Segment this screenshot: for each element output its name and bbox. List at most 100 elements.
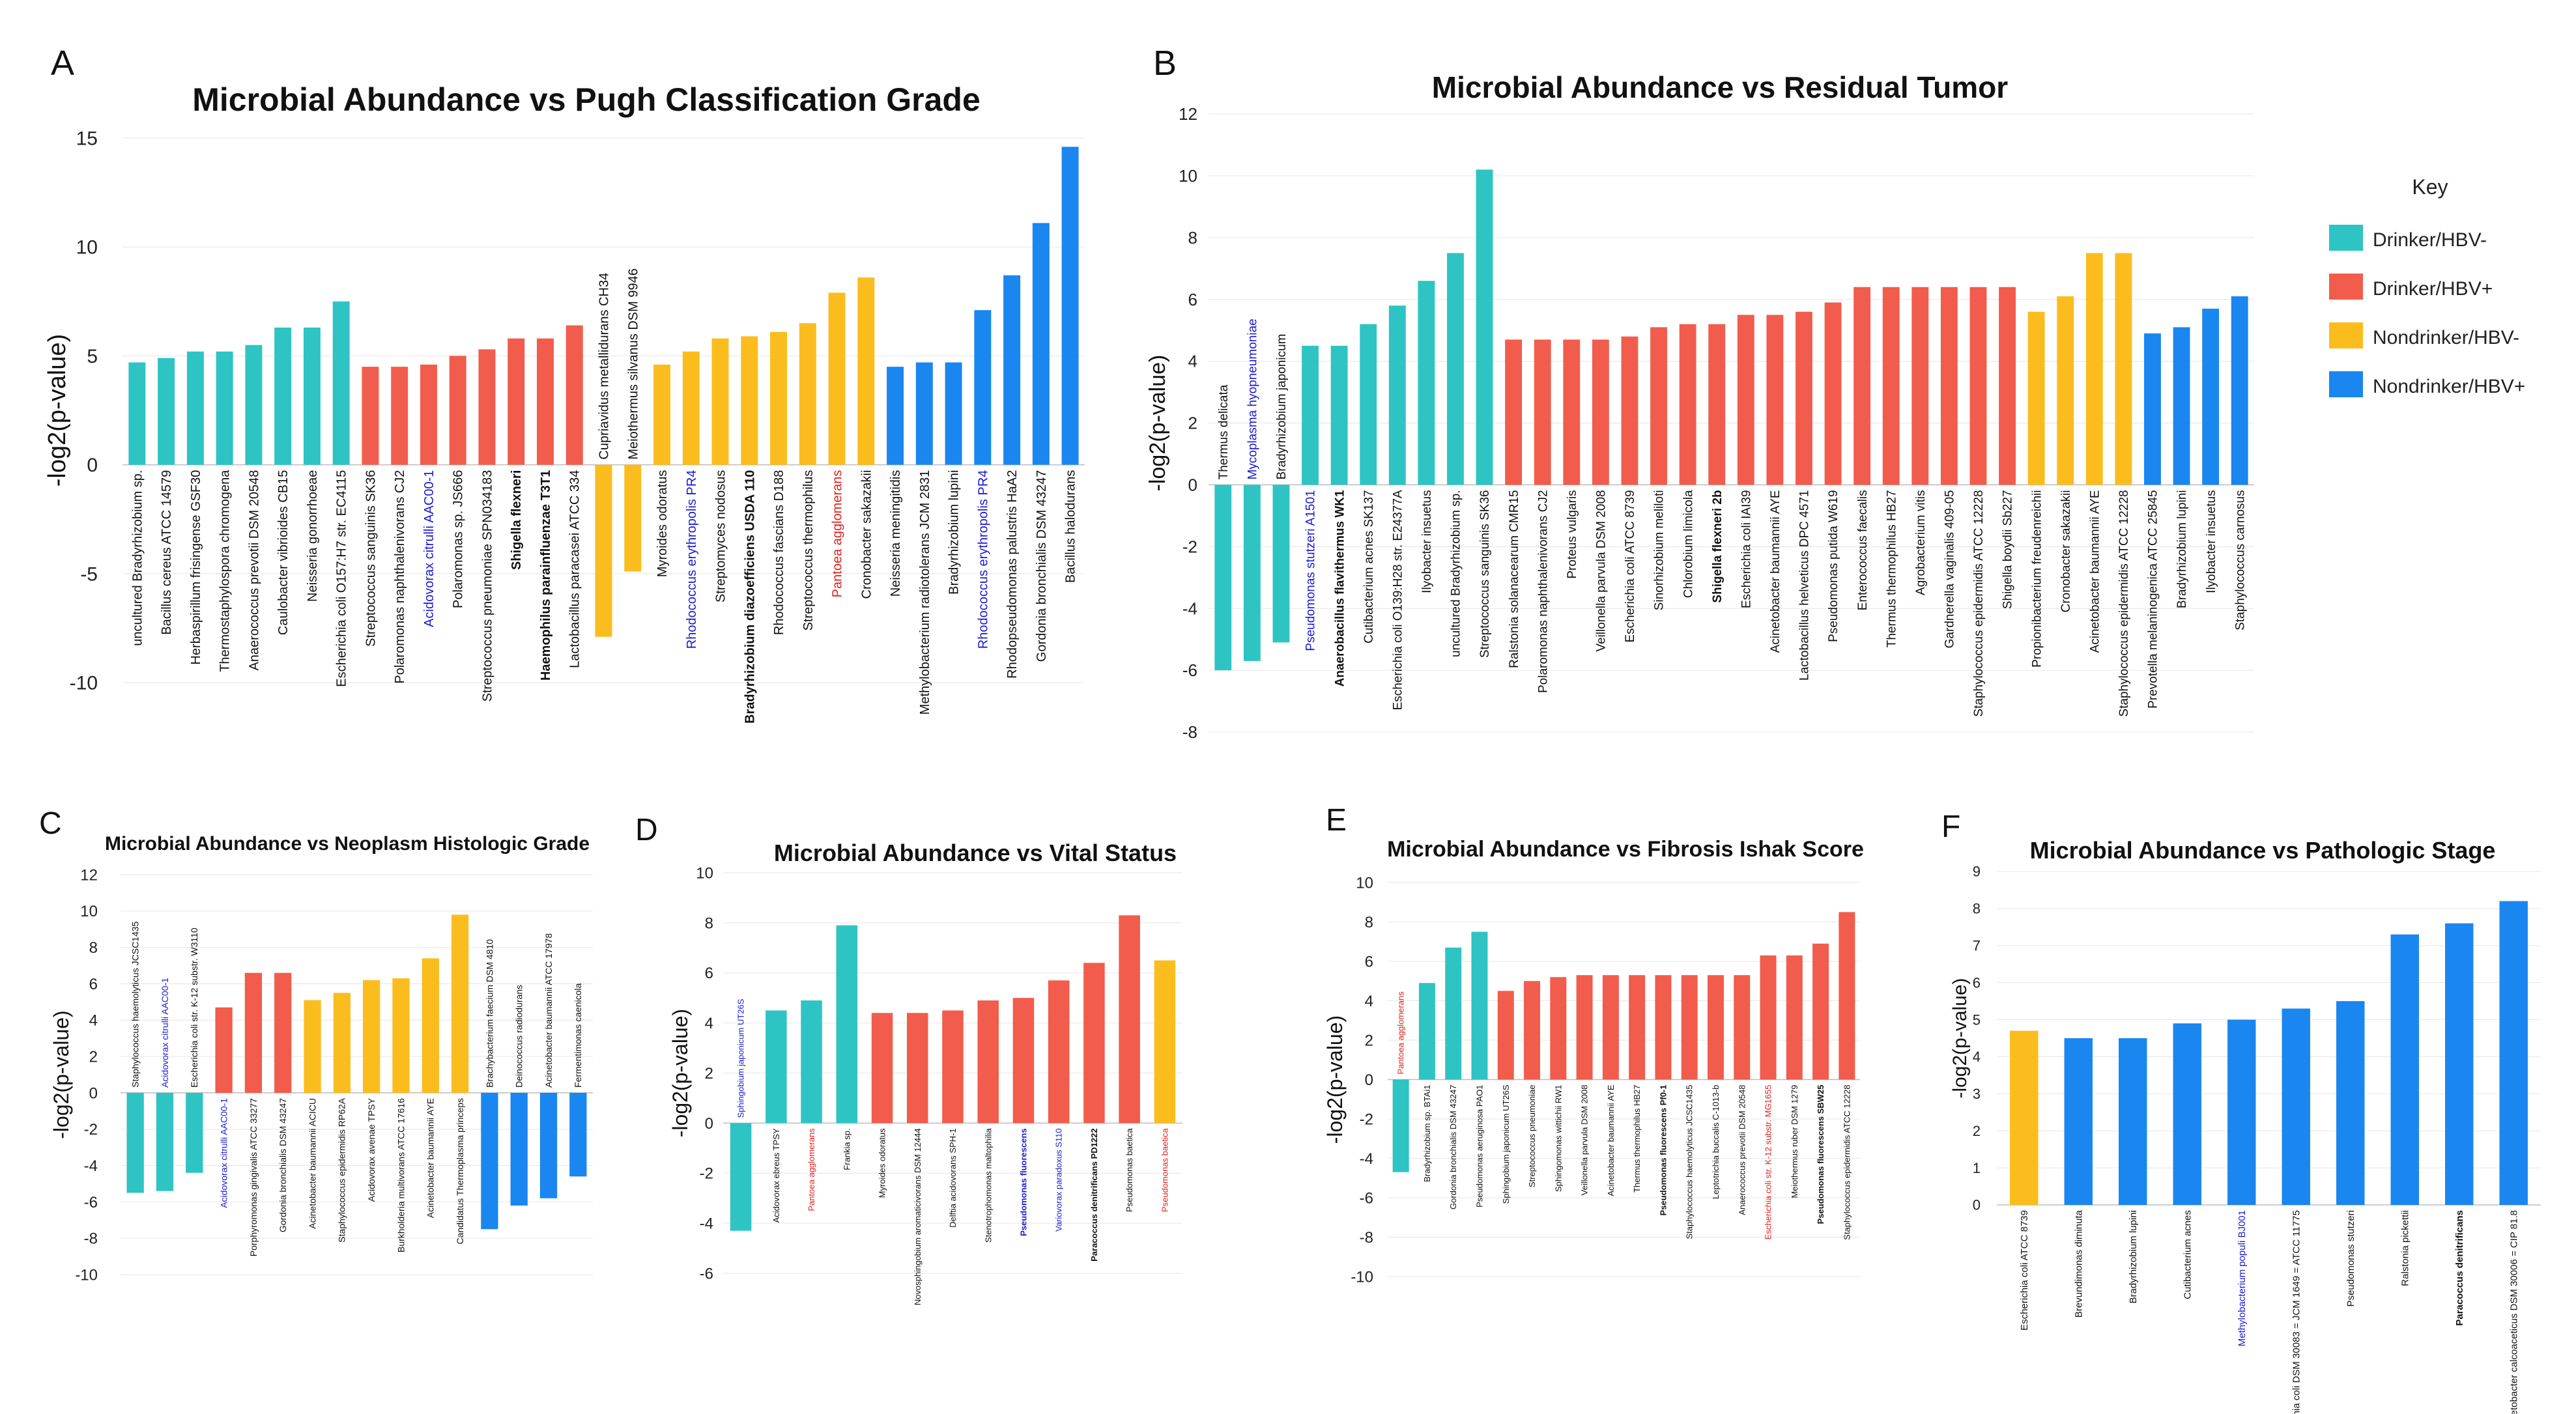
legend-label-nondrinker-hbv-pos: Nondrinker/HBV+ <box>2373 376 2525 397</box>
panel-a-bar <box>887 367 904 465</box>
panel-b-letter: B <box>1153 44 1177 83</box>
panel-e-bar <box>1497 991 1514 1080</box>
panel-f-bar-label: Paracoccus denitrificans <box>2454 1210 2465 1326</box>
panel-a-y-axis-label: -log2(p-value) <box>44 334 71 487</box>
panel-c-bar-label: Candidatus Thermoplasma princeps <box>455 1098 465 1245</box>
panel-e-bar-label: Veillonella parvula DSM 2008 <box>1580 1085 1590 1196</box>
panel-f-y-tick-label: 8 <box>1973 901 1981 917</box>
panel-b-y-tick-label: 8 <box>1188 228 1197 247</box>
panel-b-bar-label: Pseudomonas stutzeri A1501 <box>1304 490 1318 651</box>
panel-b-bar <box>1302 345 1319 485</box>
panel-b-bar <box>1853 287 1871 485</box>
panel-d-y-tick-label: 2 <box>705 1065 713 1082</box>
panel-c-bar <box>481 1092 498 1230</box>
panel-f-y-tick-label: 0 <box>1973 1197 1981 1213</box>
panel-a-bar <box>828 292 846 465</box>
panel-f-bar-label: Brevundimonas diminuta <box>2074 1209 2085 1318</box>
panel-b-y-tick-label: 6 <box>1188 290 1197 309</box>
panel-e-y-tick-label: 0 <box>1365 1071 1373 1089</box>
panel-e-bar-label: Escherichia coli str. K-12 substr. MG165… <box>1764 1085 1773 1240</box>
panel-a-bar-label: Escherichia coli O157:H7 str. EC4115 <box>335 470 349 687</box>
panel-b-bar-label: Gardnerella vaginalis 409-05 <box>1943 490 1957 648</box>
panel-a-title: Microbial Abundance vs Pugh Classificati… <box>192 81 980 118</box>
panel-e-bar-label: Gordonia bronchialis DSM 43247 <box>1448 1085 1458 1210</box>
legend-swatch-nondrinker-hbv-neg <box>2329 322 2363 348</box>
legend-swatch-drinker-hbv-neg <box>2329 225 2363 251</box>
panel-a-y-tick-label: -10 <box>70 673 98 694</box>
panel-d-bar <box>1119 915 1140 1124</box>
panel-b-bar-label: Lactobacillus helveticus DPC 4571 <box>1798 490 1812 681</box>
panel-e-bar-label: Thermus thermophilus HB27 <box>1632 1085 1642 1193</box>
panel-a-bar <box>1032 223 1050 465</box>
panel-b-bar-label: Thermus thermophilus HB27 <box>1885 490 1898 647</box>
panel-e-bar-label: Streptococcus pneumoniae <box>1527 1085 1537 1188</box>
panel-d-bar <box>801 1000 822 1124</box>
panel-e-bar-label: Meiothermus ruber DSM 1279 <box>1790 1085 1799 1198</box>
panel-a-bar-label: Bacillus halodurans <box>1064 470 1078 583</box>
legend-item-drinker-hbv-neg: Drinker/HBV- <box>2329 225 2487 251</box>
panel-b-y-tick-label: 0 <box>1188 475 1197 495</box>
panel-d-y-tick-label: 4 <box>705 1015 713 1032</box>
panel-c-bar-label: Deinococcus radiodurans <box>514 985 524 1088</box>
panel-b-bar <box>1796 311 1812 485</box>
panel-f-bar <box>2010 1030 2039 1205</box>
panel-b-bar <box>1940 287 1958 485</box>
panel-f-y-tick-label: 6 <box>1973 974 1981 991</box>
panel-a-bar <box>391 367 408 465</box>
panel-d-y-tick-label: 10 <box>696 864 713 882</box>
panel-e-bar-label: Sphingobium japonicum UT26S <box>1501 1084 1511 1204</box>
panel-f: F Microbial Abundance vs Pathologic Stage… <box>1941 810 2541 1414</box>
panel-f-bar-label: Cutibacterium acnes <box>2182 1210 2194 1299</box>
panel-e-letter: E <box>1326 803 1347 838</box>
panel-f-bar <box>2499 901 2528 1205</box>
panel-e-bar-label: Staphylococcus epidermidis ATCC 12228 <box>1842 1085 1852 1240</box>
panel-b-bar <box>1476 169 1493 485</box>
panel-a-bar-label: Thermostaphylospora chromogena <box>218 470 233 672</box>
panel-d-bar <box>1048 980 1070 1124</box>
panel-a-bar-label: Pantoea agglomerans <box>831 470 845 598</box>
panel-c-y-tick-label: -8 <box>84 1230 98 1248</box>
panel-b-bar-label: Proteus vulgaris <box>1566 490 1579 578</box>
panel-d-bar-label: Pantoea agglomerans <box>807 1128 816 1211</box>
panel-a-bar-label: Neisseria meningitidis <box>889 470 903 597</box>
panel-b-bar <box>1592 339 1609 485</box>
panel-e-bar <box>1839 912 1855 1080</box>
panel-f-bar-label: Bradyrhizobium lupini <box>2128 1210 2139 1303</box>
panel-b-bar-label: Cutibacterium acnes SK137 <box>1362 490 1376 643</box>
panel-b-bar-label: Bradyrhizobium lupini <box>2175 490 2189 608</box>
panel-d-title: Microbial Abundance vs Vital Status <box>774 840 1177 866</box>
panel-c-y-tick-label: -2 <box>84 1121 98 1138</box>
panel-e-title: Microbial Abundance vs Fibrosis Ishak Sc… <box>1387 837 1864 862</box>
panel-a-bar <box>478 349 496 465</box>
panel-b-y-tick-label: 4 <box>1188 352 1197 371</box>
panel-e-y-tick-label: -8 <box>1360 1229 1373 1247</box>
panel-b-bar <box>1650 327 1667 485</box>
panel-c-bar-label: Burkholderia multivorans ATCC 17616 <box>395 1098 406 1252</box>
panel-a-bar-label: Streptococcus thermophilus <box>801 470 816 631</box>
panel-e-bar <box>1524 981 1541 1080</box>
panel-a-y-tick-label: -5 <box>80 563 98 585</box>
panel-e-bar-label: Staphylococcus haemolyticus JCSC1435 <box>1685 1085 1695 1239</box>
panel-b-bar <box>2085 253 2103 485</box>
panel-e-bar <box>1418 983 1435 1080</box>
panel-e-y-tick-label: 10 <box>1356 874 1373 892</box>
panel-f-letter: F <box>1941 810 1960 844</box>
panel-b-y-axis-label: -log2(p-value) <box>1145 355 1170 492</box>
panel-b-bar <box>2057 296 2074 485</box>
panel-a-bar-label: Rhodococcus fascians D188 <box>772 470 786 635</box>
panel-c-letter: C <box>39 806 62 841</box>
panel-b-bar <box>2231 296 2248 485</box>
panel-d-bar-label: Sphingobium japonicum UT26S <box>736 998 746 1118</box>
panel-b-bar-label: Agrobacterium vitis <box>1914 490 1928 595</box>
panel-b-bar <box>1882 287 1900 485</box>
panel-e-y-tick-label: 2 <box>1365 1032 1373 1049</box>
panel-d-y-tick-label: -6 <box>700 1265 713 1282</box>
panel-c-bar-label: Porphyromonas gingivalis ATCC 33277 <box>248 1098 259 1257</box>
panel-a-bar <box>653 364 670 465</box>
panel-a-bar <box>682 351 700 465</box>
panel-b-bar <box>1243 485 1261 661</box>
panel-b-bar <box>1447 253 1464 485</box>
panel-d-bar <box>1012 998 1035 1124</box>
legend-item-nondrinker-hbv-neg: Nondrinker/HBV- <box>2329 322 2519 348</box>
panel-a-bar <box>332 301 350 465</box>
